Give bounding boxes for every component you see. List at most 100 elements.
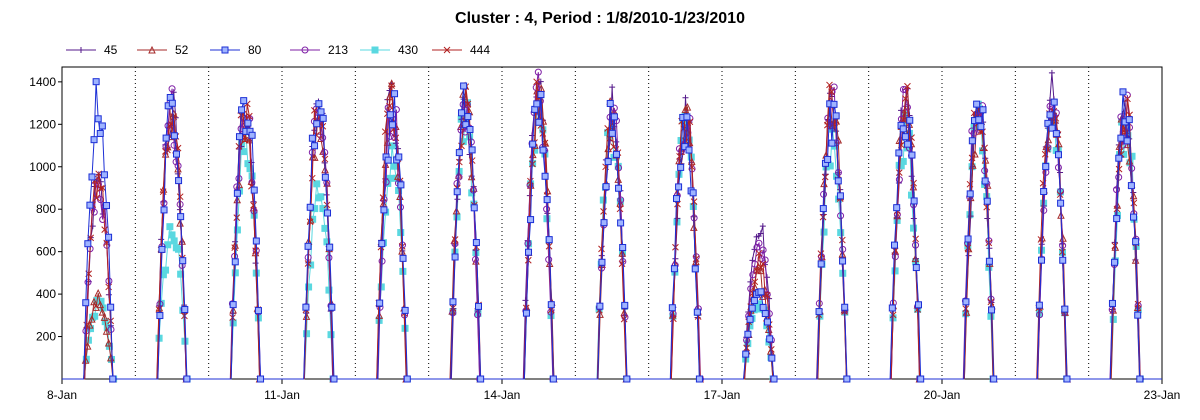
series-point-80 [759, 303, 767, 311]
series-point-80 [744, 330, 752, 338]
series-point-444 [231, 244, 239, 251]
series-point-52 [94, 288, 102, 297]
series-point-444 [456, 158, 463, 166]
series-point-213 [474, 311, 482, 319]
series-point-444 [245, 112, 253, 120]
series-point-444 [464, 100, 472, 108]
series-point-444 [1130, 199, 1138, 207]
series-point-444 [755, 249, 763, 257]
series-point-213 [90, 208, 98, 216]
series-point-80 [915, 301, 923, 309]
series-point-80 [750, 297, 758, 305]
series-point-80 [966, 190, 974, 198]
series-point-80 [766, 335, 774, 343]
series-point-213 [970, 129, 978, 137]
series-point-213 [390, 133, 398, 141]
series-point-80 [231, 258, 239, 266]
series-point-444 [381, 128, 389, 136]
legend-label-45: 45 [104, 43, 118, 57]
series-point-80 [88, 173, 96, 181]
series-point-80 [917, 375, 925, 383]
series-point-80 [324, 209, 332, 217]
series-point-80 [677, 163, 685, 171]
series-point-213 [325, 254, 333, 262]
series-point-80 [457, 109, 465, 117]
series-point-80 [691, 265, 699, 273]
series-point-80 [248, 131, 256, 139]
series-point-52 [683, 102, 692, 111]
series-point-213 [164, 122, 172, 130]
series-point-444 [176, 193, 184, 201]
series-point-80 [1063, 375, 1071, 383]
series-point-444 [817, 250, 825, 258]
series-point-80 [105, 233, 113, 241]
series-point-80 [693, 308, 701, 316]
series-point-80 [384, 156, 392, 164]
series-point-80 [1123, 137, 1131, 145]
series-point-80 [397, 181, 405, 189]
series-point-52 [90, 297, 98, 306]
series-point-444 [388, 82, 395, 90]
series-point-80 [1130, 213, 1138, 221]
x-tick-label: 20-Jan [924, 388, 961, 402]
series-point-430 [162, 266, 170, 274]
series-point-80 [602, 183, 610, 191]
series-point-80 [675, 183, 683, 191]
series-point-444 [181, 312, 188, 320]
series-point-52 [756, 266, 765, 275]
series-point-80 [1108, 299, 1116, 307]
series-point-444 [1043, 146, 1051, 153]
series-point-80 [94, 115, 102, 123]
series-point-444 [241, 136, 249, 144]
series-point-80 [455, 149, 463, 157]
series-point-80 [380, 206, 388, 214]
series-point-430 [305, 283, 313, 291]
series-point-80 [177, 213, 185, 221]
series-point-80 [477, 375, 485, 383]
series-point-444 [170, 113, 178, 120]
series-point-430 [390, 162, 398, 170]
series-point-430 [325, 286, 333, 294]
series-point-213 [755, 239, 763, 247]
series-point-80 [160, 206, 168, 214]
series-point-80 [92, 78, 100, 86]
legend-label-430: 430 [398, 43, 418, 57]
series-point-444 [311, 107, 318, 114]
series-point-80 [768, 354, 776, 362]
series-point-80 [685, 146, 693, 154]
series-point-80 [608, 129, 616, 137]
series-point-52 [104, 338, 113, 347]
series-point-80 [313, 120, 321, 128]
series-point-444 [828, 88, 835, 96]
series-point-80 [179, 257, 187, 265]
series-point-80 [962, 298, 970, 306]
series-point-430 [599, 196, 607, 204]
series-point-80 [317, 108, 325, 116]
series-point-80 [979, 106, 987, 114]
series-point-80 [1132, 238, 1140, 246]
series-point-213 [761, 256, 769, 264]
series-point-444 [830, 120, 838, 128]
series-point-80 [168, 99, 176, 107]
series-point-80 [910, 197, 918, 205]
series-point-213 [1113, 186, 1121, 194]
series-point-213 [617, 196, 625, 204]
series-point-80 [981, 177, 989, 185]
y-tick-label: 1000 [29, 160, 56, 174]
series-point-444 [308, 174, 316, 182]
series-point-45 [522, 297, 529, 304]
series-point-80 [815, 308, 823, 316]
series-point-80 [819, 205, 827, 213]
series-point-80 [830, 100, 838, 108]
series-point-444 [620, 315, 628, 323]
series-point-80 [453, 188, 461, 196]
series-point-213 [99, 216, 107, 224]
x-tick-label: 17-Jan [704, 388, 741, 402]
series-point-80 [1044, 119, 1052, 127]
series-point-80 [670, 265, 678, 273]
series-point-80 [229, 301, 237, 309]
series-point-213 [753, 243, 761, 251]
series-point-80 [901, 133, 909, 141]
series-point-444 [670, 315, 677, 323]
